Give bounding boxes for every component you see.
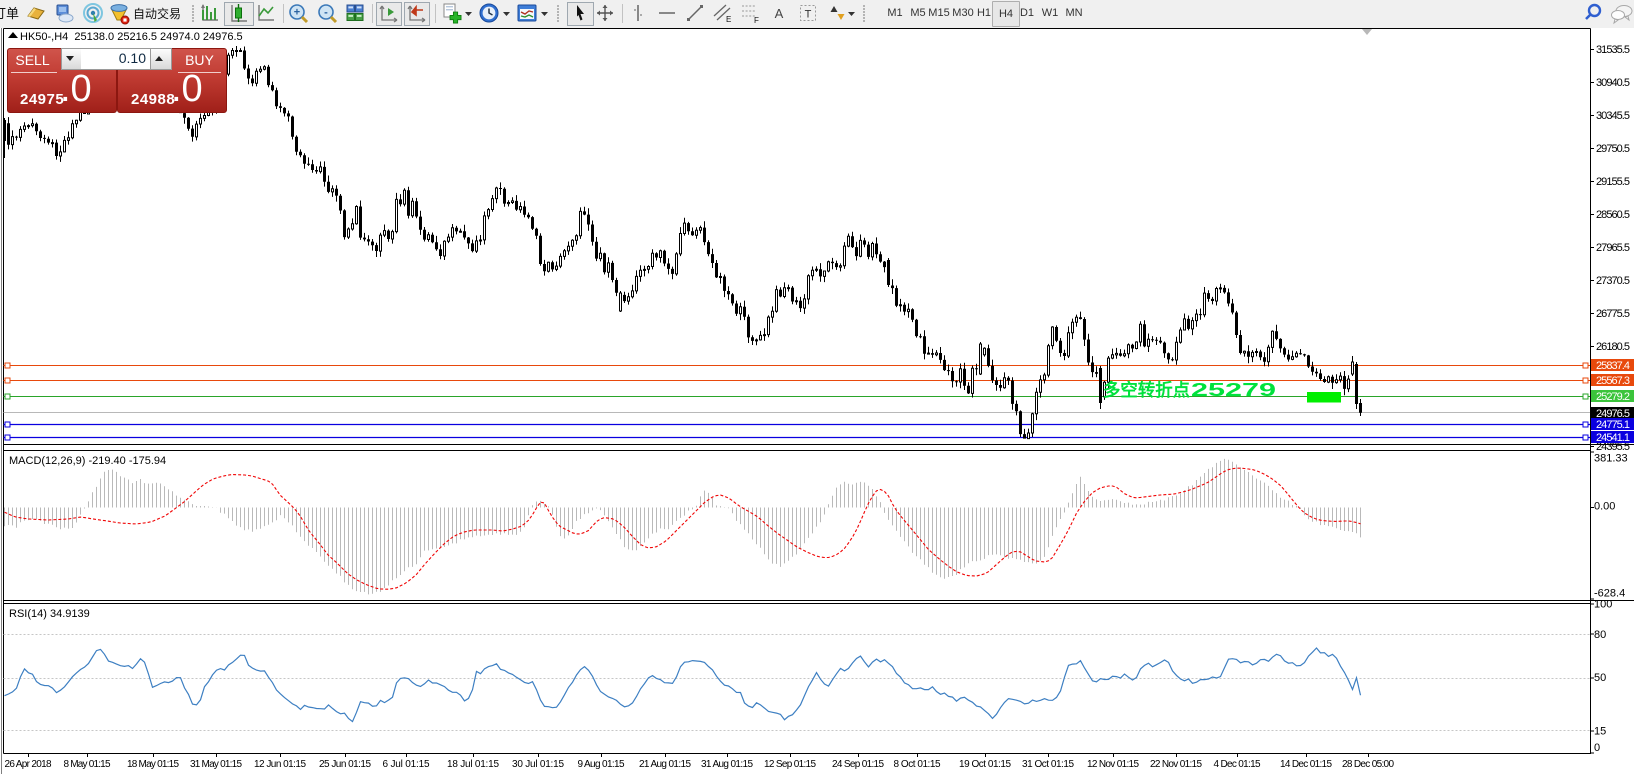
- svg-text:0: 0: [1594, 742, 1600, 754]
- svg-text:18 May 01:15: 18 May 01:15: [127, 759, 179, 770]
- svg-text:-628.4: -628.4: [1594, 588, 1625, 600]
- svg-text:25567.3: 25567.3: [1596, 375, 1630, 387]
- svg-text:31 Aug 01:15: 31 Aug 01:15: [701, 759, 753, 770]
- svg-text:-: -: [324, 7, 328, 19]
- svg-text:RSI(14) 34.9139: RSI(14) 34.9139: [9, 608, 90, 620]
- svg-text:27370.5: 27370.5: [1596, 275, 1630, 287]
- svg-text:24541.1: 24541.1: [1596, 432, 1630, 444]
- svg-text:30 Jul 01:15: 30 Jul 01:15: [512, 759, 564, 770]
- svg-text:25279.2: 25279.2: [1596, 391, 1630, 403]
- svg-text:8 Oct 01:15: 8 Oct 01:15: [894, 759, 941, 770]
- svg-text:31 May 01:15: 31 May 01:15: [190, 759, 242, 770]
- svg-text:24 Sep 01:15: 24 Sep 01:15: [832, 759, 884, 770]
- svg-text:19 Oct 01:15: 19 Oct 01:15: [959, 759, 1011, 770]
- svg-text:26775.5: 26775.5: [1596, 308, 1630, 320]
- svg-text:31535.5: 31535.5: [1596, 44, 1630, 56]
- svg-text:50: 50: [1594, 672, 1606, 684]
- svg-text:100: 100: [1594, 599, 1612, 611]
- svg-text:T: T: [805, 8, 812, 20]
- svg-text:24976.5: 24976.5: [1596, 408, 1630, 420]
- svg-text:12 Sep 01:15: 12 Sep 01:15: [764, 759, 816, 770]
- svg-text:25837.4: 25837.4: [1596, 360, 1630, 372]
- svg-text:21 Aug 01:15: 21 Aug 01:15: [639, 759, 691, 770]
- svg-text:4 Dec 01:15: 4 Dec 01:15: [1214, 759, 1261, 770]
- svg-text:26 Apr 2018: 26 Apr 2018: [5, 759, 52, 770]
- svg-text:29750.5: 29750.5: [1596, 143, 1630, 155]
- svg-text:25279: 25279: [1191, 380, 1276, 400]
- svg-text:0.00: 0.00: [1594, 501, 1615, 513]
- svg-text:30940.5: 30940.5: [1596, 77, 1630, 89]
- svg-text:HK50-,H4 25138.0 25216.5 2497: HK50-,H4 25138.0 25216.5 24974.0 24976.5: [20, 31, 243, 43]
- svg-text:31 Oct 01:15: 31 Oct 01:15: [1022, 759, 1074, 770]
- svg-text:8 May 01:15: 8 May 01:15: [64, 759, 111, 770]
- svg-text:25 Jun 01:15: 25 Jun 01:15: [319, 759, 371, 770]
- svg-text:18 Jul 01:15: 18 Jul 01:15: [447, 759, 499, 770]
- svg-text:多空转折点: 多空转折点: [1103, 380, 1190, 400]
- svg-text:30345.5: 30345.5: [1596, 110, 1630, 122]
- svg-text:6 Jul 01:15: 6 Jul 01:15: [383, 759, 430, 770]
- svg-text:15: 15: [1594, 726, 1606, 738]
- svg-text:80: 80: [1594, 629, 1606, 641]
- svg-text:9 Aug 01:15: 9 Aug 01:15: [578, 759, 625, 770]
- svg-text:F: F: [754, 16, 759, 25]
- svg-text:28 Dec 05:00: 28 Dec 05:00: [1342, 759, 1394, 770]
- svg-text:24775.1: 24775.1: [1596, 419, 1630, 431]
- svg-text:381.33: 381.33: [1594, 453, 1628, 465]
- svg-text:14 Dec 01:15: 14 Dec 01:15: [1280, 759, 1332, 770]
- svg-text:12 Jun 01:15: 12 Jun 01:15: [254, 759, 306, 770]
- svg-text:27965.5: 27965.5: [1596, 242, 1630, 254]
- svg-text:订单: 订单: [0, 6, 19, 21]
- svg-text:28560.5: 28560.5: [1596, 209, 1630, 221]
- svg-text:+: +: [294, 7, 300, 19]
- svg-text:26180.5: 26180.5: [1596, 341, 1630, 353]
- svg-text:22 Nov 01:15: 22 Nov 01:15: [1150, 759, 1202, 770]
- svg-text:12 Nov 01:15: 12 Nov 01:15: [1087, 759, 1139, 770]
- svg-text:自动交易: 自动交易: [133, 6, 181, 21]
- svg-text:24395.5: 24395.5: [1596, 441, 1630, 453]
- svg-text:E: E: [726, 15, 731, 24]
- svg-text:MACD(12,26,9) -219.40 -175.94: MACD(12,26,9) -219.40 -175.94: [9, 455, 166, 467]
- svg-text:29155.5: 29155.5: [1596, 176, 1630, 188]
- svg-text:A: A: [775, 6, 784, 21]
